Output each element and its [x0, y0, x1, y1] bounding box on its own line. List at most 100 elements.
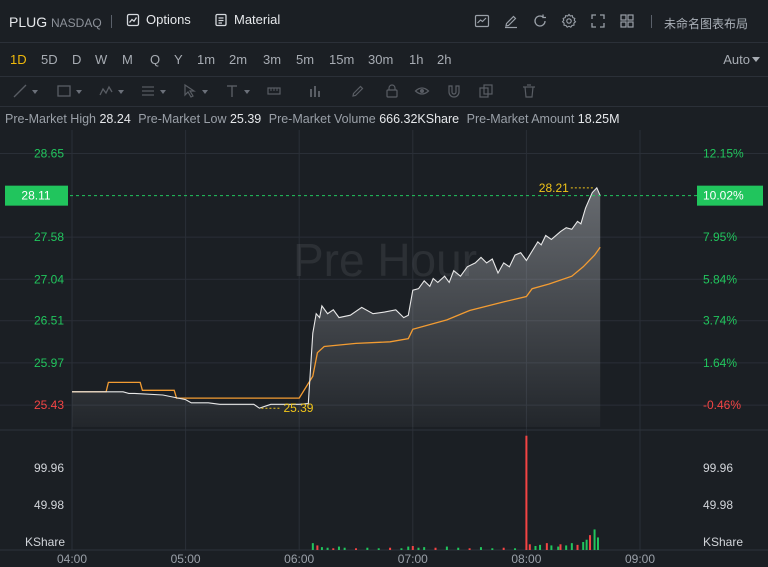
volume-bar — [545, 543, 548, 550]
x-tick: 06:00 — [284, 552, 314, 566]
lock-icon[interactable] — [384, 83, 400, 99]
volume-tick-left: 49.98 — [34, 498, 64, 512]
exchange-label: NASDAQ — [51, 16, 102, 30]
line-tool-icon[interactable] — [12, 83, 28, 99]
fib-tool-icon[interactable] — [98, 83, 114, 99]
trash-icon[interactable] — [521, 83, 537, 99]
volume-bar — [343, 547, 346, 550]
volume-bar — [534, 546, 537, 550]
drawing-toolbar — [0, 76, 768, 107]
volume-bar — [559, 544, 562, 550]
timeframe-30m[interactable]: 30m — [368, 52, 394, 67]
x-tick: 08:00 — [511, 552, 541, 566]
volume-bar — [311, 543, 314, 550]
chevron-down-icon — [752, 57, 760, 62]
timeframe-2m[interactable]: 2m — [229, 52, 248, 67]
timeframe-5m[interactable]: 5m — [296, 52, 315, 67]
premarket-high-value: 28.24 — [99, 112, 131, 126]
volume-bar — [557, 546, 560, 550]
timeframe-1h[interactable]: 1h — [409, 52, 424, 67]
chevron-down-icon — [202, 90, 208, 94]
volume-bar — [479, 547, 482, 550]
timeframe-m[interactable]: M — [122, 52, 133, 67]
volume-bar — [434, 547, 437, 550]
y-tick-left: 27.04 — [34, 272, 64, 286]
volume-bar — [596, 537, 599, 550]
timeframe-y[interactable]: Y — [174, 52, 183, 67]
edit-icon[interactable] — [503, 13, 519, 29]
layout-name[interactable]: 未命名图表布局 — [664, 17, 749, 31]
measure-tool-icon[interactable] — [266, 83, 282, 99]
volume-bar — [320, 547, 323, 550]
options-icon — [126, 13, 140, 27]
volume-bar — [411, 546, 414, 550]
cursor-tool-icon[interactable] — [182, 83, 198, 99]
copy-icon[interactable] — [478, 83, 494, 99]
timeframe-2h[interactable]: 2h — [437, 52, 452, 67]
timeframe-w[interactable]: W — [95, 52, 108, 67]
volume-tick-right: 49.98 — [703, 498, 733, 512]
chevron-down-icon — [32, 90, 38, 94]
volume-bar — [514, 548, 517, 550]
grid-icon[interactable] — [619, 13, 635, 29]
timeframe-3m[interactable]: 3m — [263, 52, 282, 67]
text-tool-icon[interactable] — [224, 83, 240, 99]
volume-bar — [589, 535, 592, 550]
volume-tick-right: 99.96 — [703, 461, 733, 475]
pattern-tool-icon[interactable] — [140, 83, 156, 99]
timeframe-1d[interactable]: 1D — [10, 52, 27, 67]
options-label: Options — [146, 12, 191, 27]
indicator-tool-icon[interactable] — [307, 83, 323, 99]
refresh-icon[interactable] — [532, 13, 548, 29]
magnet-icon[interactable] — [446, 83, 462, 99]
divider — [651, 15, 652, 28]
material-icon — [214, 13, 228, 27]
material-button[interactable]: Material — [214, 12, 280, 27]
y-tick-left: 25.97 — [34, 356, 64, 370]
volume-bar — [582, 542, 585, 550]
current-price-box — [5, 185, 68, 206]
volume-bar — [570, 543, 573, 550]
volume-bar — [326, 547, 329, 550]
premarket-amount-label: Pre-Market Amount — [466, 112, 575, 126]
price-chart[interactable]: Pre Hour 28.65 27.58 27.04 26.51 25.97 25.43 1… — [0, 130, 768, 567]
timeframe-q[interactable]: Q — [150, 52, 161, 67]
timeframe-d[interactable]: D — [72, 52, 82, 67]
volume-bar — [400, 548, 403, 550]
chart-icon[interactable] — [474, 13, 490, 29]
x-tick: 09:00 — [625, 552, 655, 566]
timeframe-5d[interactable]: 5D — [41, 52, 58, 67]
premarket-amount-value: 18.25M — [577, 112, 620, 126]
volume-bar — [585, 539, 588, 550]
scale-mode-select[interactable]: Auto — [723, 52, 750, 67]
divider — [111, 15, 112, 28]
volume-unit-left: KShare — [25, 535, 65, 549]
chart-watermark: Pre Hour — [293, 234, 477, 286]
volume-bar — [468, 548, 471, 550]
options-button[interactable]: Options — [126, 12, 191, 27]
x-tick: 04:00 — [57, 552, 87, 566]
x-tick: 05:00 — [171, 552, 201, 566]
current-change-box — [697, 185, 763, 206]
ticker-symbol[interactable]: PLUG — [9, 14, 48, 30]
volume-bar — [539, 544, 542, 550]
eye-icon[interactable] — [414, 83, 430, 99]
timeframe-1m[interactable]: 1m — [197, 52, 216, 67]
rect-tool-icon[interactable] — [56, 83, 72, 99]
settings-icon[interactable] — [561, 13, 577, 29]
volume-bar — [316, 545, 319, 550]
volume-bar — [423, 547, 426, 550]
fullscreen-icon[interactable] — [590, 13, 606, 29]
price-line — [72, 186, 601, 409]
timeframe-15m[interactable]: 15m — [329, 52, 355, 67]
volume-bar — [593, 529, 596, 550]
material-label: Material — [234, 12, 281, 27]
current-change-label: 10.02% — [703, 189, 744, 203]
pencil-icon[interactable] — [350, 83, 366, 99]
y-tick-right: 5.84% — [703, 272, 737, 286]
volume-bar — [377, 548, 380, 550]
volume-bar — [457, 547, 460, 550]
x-tick: 07:00 — [398, 552, 428, 566]
average-price-line — [72, 246, 601, 399]
y-tick-right: 7.95% — [703, 230, 737, 244]
